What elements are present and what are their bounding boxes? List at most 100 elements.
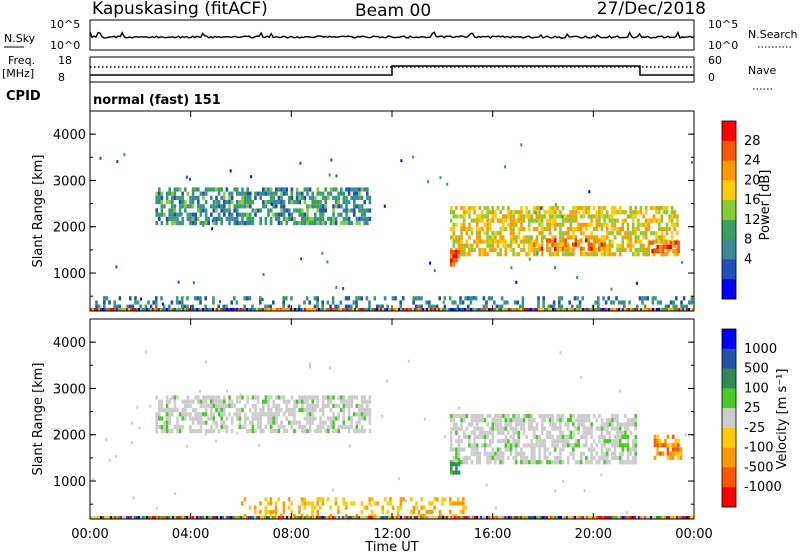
heatmap-cell [355, 424, 359, 429]
heatmap-cell [514, 218, 518, 223]
heatmap-cell [330, 158, 333, 162]
heatmap-cell [233, 204, 236, 209]
heatmap-cell [661, 451, 665, 456]
heatmap-cell [488, 218, 492, 223]
heatmap-cell [275, 216, 278, 221]
heatmap-cell [406, 516, 408, 519]
heatmap-cell [308, 187, 312, 192]
heatmap-cell [512, 210, 515, 215]
heatmap-cell [455, 459, 458, 463]
heatmap-cell [579, 246, 583, 251]
heatmap-cell [639, 231, 643, 236]
heatmap-cell [462, 214, 466, 219]
heatmap-cell [274, 308, 276, 311]
heatmap-cell [200, 516, 202, 519]
heatmap-cell [538, 451, 541, 456]
heatmap-cell [598, 308, 600, 311]
heatmap-cell [165, 395, 169, 400]
heatmap-cell [456, 308, 458, 311]
heatmap-cell [611, 413, 614, 419]
heatmap-cell [651, 296, 655, 301]
heatmap-cell [644, 252, 648, 257]
heatmap-cell [228, 412, 231, 417]
heatmap-cell [212, 300, 215, 305]
heatmap-cell [158, 195, 161, 200]
heatmap-cell [238, 516, 240, 519]
heatmap-cell [272, 195, 275, 200]
heatmap-cell [173, 395, 177, 400]
heatmap-cell [168, 304, 171, 309]
heatmap-cell [360, 509, 364, 514]
heatmap-cell [576, 308, 578, 311]
heatmap-cell [173, 212, 177, 217]
heatmap-cell [165, 429, 169, 434]
heatmap-cell [308, 420, 312, 425]
heatmap-cell [223, 191, 226, 196]
heatmap-cell [553, 210, 557, 215]
heatmap-cell [676, 222, 679, 227]
heatmap-cell [475, 243, 479, 248]
heatmap-cell [306, 399, 309, 404]
heatmap-cell [223, 420, 226, 425]
heatmap-cell [654, 516, 656, 519]
heatmap-cell [350, 420, 353, 425]
heatmap-cell [486, 455, 489, 461]
heatmap-cell [340, 395, 343, 400]
heatmap-cell [514, 418, 518, 423]
heatmap-cell [160, 208, 164, 213]
heatmap-cell [324, 208, 327, 213]
heatmap-cell [595, 252, 599, 257]
heatmap-cell [616, 247, 619, 253]
heatmap-cell [486, 308, 488, 311]
heatmap-cell [172, 308, 174, 311]
heatmap-cell [417, 509, 421, 514]
heatmap-cell [178, 516, 180, 519]
heatmap-cell [100, 516, 102, 519]
heatmap-cell [608, 439, 612, 444]
heatmap-cell [626, 439, 630, 444]
heatmap-cell [564, 247, 567, 253]
heatmap-cell [298, 509, 301, 514]
nave-tick-top: 60 [708, 54, 722, 67]
heatmap-cell [256, 420, 260, 425]
heatmap-cell [386, 509, 390, 514]
heatmap-cell [220, 516, 222, 519]
heatmap-cell [540, 308, 542, 311]
heatmap-cell [473, 443, 476, 448]
heatmap-cell [246, 429, 249, 434]
heatmap-cell [542, 308, 544, 311]
heatmap-cell [582, 443, 586, 448]
heatmap-cell [246, 187, 249, 192]
heatmap-cell [186, 412, 190, 417]
colorbar-segment [722, 487, 736, 508]
heatmap-cell [548, 218, 552, 223]
heatmap-cell [613, 443, 617, 448]
heatmap-cell [514, 516, 516, 519]
heatmap-cell [460, 243, 463, 248]
heatmap-cell [564, 308, 566, 311]
heatmap-cell [560, 516, 562, 519]
heatmap-cell [168, 308, 170, 311]
heatmap-cell [514, 239, 518, 244]
heatmap-cell [184, 208, 187, 213]
heatmap-cell [368, 308, 370, 311]
heatmap-cell [196, 516, 198, 519]
heatmap-cell [481, 413, 484, 419]
heatmap-cell [590, 246, 593, 251]
heatmap-cell [611, 239, 614, 244]
heatmap-cell [176, 429, 179, 434]
heatmap-cell [559, 439, 562, 444]
heatmap-cell [561, 418, 565, 423]
colorbar-tick-label: 500 [744, 362, 769, 377]
heatmap-cell [363, 208, 366, 213]
heatmap-cell [216, 308, 218, 311]
heatmap-cell [613, 447, 617, 452]
heatmap-cell [173, 208, 177, 213]
heatmap-cell [303, 497, 306, 502]
heatmap-cell [264, 399, 268, 404]
heatmap-cell [659, 249, 662, 254]
heatmap-cell [634, 226, 638, 232]
heatmap-cell [517, 413, 521, 419]
heatmap-cell [215, 424, 218, 429]
heatmap-cell [468, 243, 471, 248]
